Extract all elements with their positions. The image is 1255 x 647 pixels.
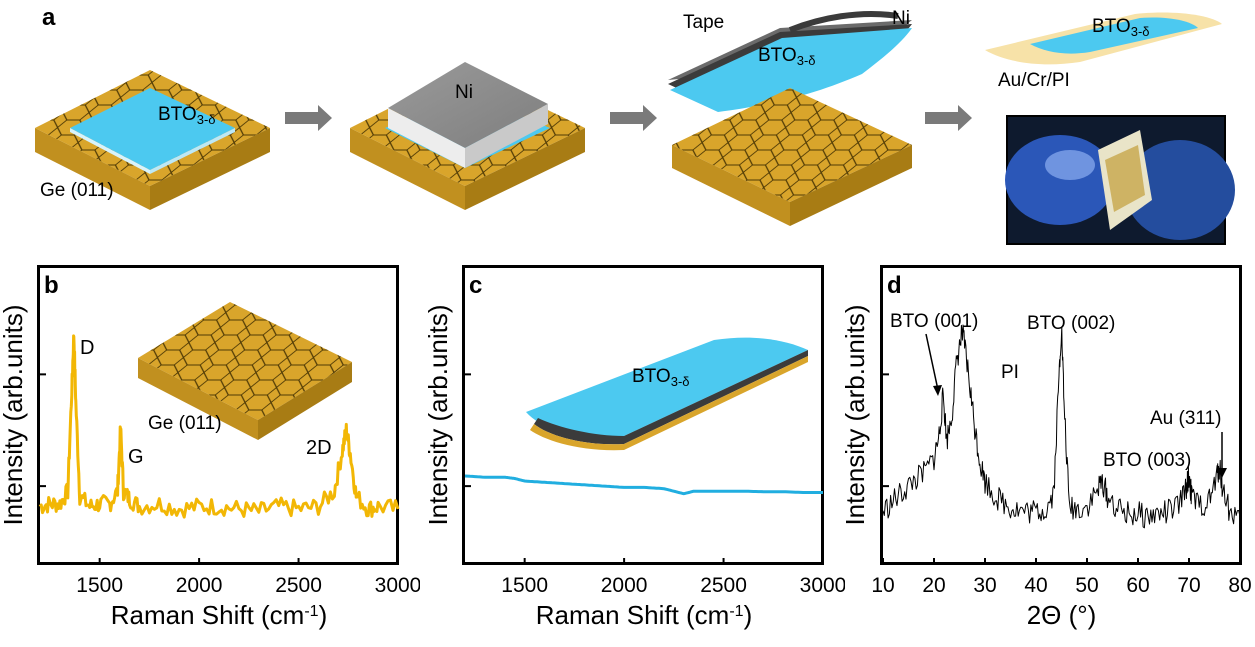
x-tick-label: 3000 — [375, 574, 420, 597]
panel-c-inset-label: BTO3-δ — [632, 366, 690, 389]
step4-substrate-label: Au/Cr/PI — [998, 70, 1070, 91]
step1-film-label: BTO3-δ — [158, 104, 216, 127]
series-line — [464, 474, 823, 496]
panel-c-inset-film — [526, 337, 808, 451]
step3-substrate — [672, 88, 912, 226]
y-axis-label: Intensity (arb.units) — [425, 304, 453, 525]
series-line — [38, 334, 400, 519]
step3-tape-label: Tape — [683, 12, 725, 33]
x-axis-label-end: ) — [744, 600, 753, 630]
panel-letter-b: b — [44, 272, 59, 299]
x-tick-label: 1500 — [76, 574, 123, 597]
panel-c-frame — [462, 265, 824, 565]
annotation-bto-003: BTO (003) — [1103, 450, 1192, 471]
panel-a-schematic — [35, 11, 1235, 245]
y-axis-label: Intensity (arb.units) — [0, 304, 28, 525]
panel-letter-d: d — [887, 272, 902, 299]
step4-film-label: BTO3-δ — [1092, 16, 1150, 39]
panel-d-frame — [880, 265, 1242, 565]
panel-b-inset-substrate — [138, 302, 352, 440]
process-arrow-3 — [925, 105, 972, 131]
panel-letter-a: a — [42, 4, 56, 31]
annotation-pi: PI — [1001, 362, 1019, 383]
annotation-bto-001: BTO (001) — [890, 311, 979, 332]
x-tick-label: 50 — [1075, 574, 1098, 597]
x-tick-label: 80 — [1228, 574, 1251, 597]
annotation-bto-002: BTO (002) — [1027, 313, 1116, 334]
panel-b-frame — [37, 265, 399, 565]
step4-flexible-sample — [985, 12, 1222, 65]
x-tick-label: 2500 — [700, 574, 747, 597]
annotation-au-311: Au (311) — [1150, 408, 1222, 429]
x-axis-label-end: ) — [319, 600, 328, 630]
x-tick-label: 2500 — [275, 574, 322, 597]
x-axis-label: Raman Shift (cm-1) — [536, 600, 753, 630]
x-axis-label: Raman Shift (cm-1) — [111, 600, 328, 630]
chart-c: 1500 2000 2500 3000 Raman Shift (cm-1) Intens… — [425, 304, 845, 630]
x-tick-label: 3000 — [800, 574, 845, 597]
x-tick-label: 20 — [922, 574, 945, 597]
x-tick-label: 60 — [1126, 574, 1149, 597]
x-tick-label: 10 — [871, 574, 894, 597]
x-tick-label: 30 — [973, 574, 996, 597]
x-tick-label: 2000 — [601, 574, 648, 597]
step3-peeled-stack — [668, 11, 912, 112]
step4-photo — [1005, 115, 1235, 245]
x-tick-label: 70 — [1177, 574, 1200, 597]
peak-d-label: D — [80, 337, 95, 359]
x-tick-label: 2000 — [176, 574, 223, 597]
step3-ni-label: Ni — [892, 8, 910, 29]
x-axis-label-sup: -1 — [729, 603, 743, 620]
process-arrow-2 — [610, 105, 657, 131]
panel-letter-c: c — [469, 272, 483, 299]
peak-g-label: G — [128, 446, 144, 468]
process-arrow-1 — [285, 105, 332, 131]
chart-b: 1500 2000 2500 3000 Raman Shift (cm-1) Intens… — [0, 304, 420, 630]
y-axis-label: Intensity (arb.units) — [842, 304, 870, 525]
x-axis-label-sup: -1 — [304, 603, 318, 620]
step1-bto-film — [70, 88, 235, 174]
peak-2d-label: 2D — [306, 437, 332, 459]
x-tick-label: 1500 — [501, 574, 548, 597]
step2-ni-block — [388, 62, 548, 168]
panel-b-inset-label: Ge (011) — [148, 413, 222, 434]
x-tick-label: 40 — [1024, 574, 1047, 597]
step1-substrate-label: Ge (011) — [40, 180, 114, 201]
chart-d: 10 20 30 40 50 60 70 80 2Θ (°) Intensity (arb.uni… — [842, 304, 1252, 630]
step3-film-label: BTO3-δ — [758, 45, 816, 68]
x-axis-label: 2Θ (°) — [1027, 600, 1097, 630]
step2-ni-label: Ni — [455, 82, 473, 103]
series-line — [882, 324, 1241, 529]
